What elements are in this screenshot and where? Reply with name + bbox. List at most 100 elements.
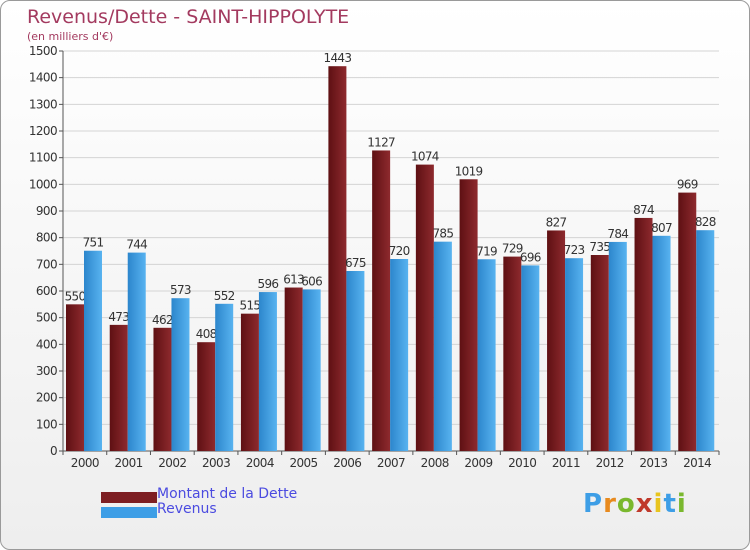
y-tick-label: 800 [36,231,57,245]
y-tick-label: 1400 [29,71,57,85]
bar-dette [153,327,172,451]
bar-dette [109,324,128,451]
bar-revenus [477,259,496,451]
x-tick-label: 2010 [508,456,536,470]
bar-value-label: 675 [345,256,366,270]
y-tick-label: 300 [36,364,57,378]
bar-revenus [565,258,584,451]
x-tick-label: 2009 [464,456,492,470]
x-tick-label: 2007 [377,456,405,470]
bar-revenus [608,241,627,451]
legend-label-dette: Montant de la Dette [157,486,298,502]
bar-value-label: 807 [651,221,672,235]
bar-revenus [171,298,190,451]
bar-dette [590,255,609,451]
bar-value-label: 1074 [411,150,439,164]
bar-dette [678,192,697,451]
y-tick-label: 0 [50,444,57,458]
bar-value-label: 473 [108,310,129,324]
x-tick-label: 2005 [289,456,317,470]
bar-dette [66,304,84,451]
bar-value-label: 784 [607,227,628,241]
bar-value-label: 606 [301,274,322,288]
proxiti-logo: Proxiti [583,489,687,519]
bar-revenus [215,303,234,451]
y-tick-label: 600 [36,284,57,298]
y-tick-label: 200 [36,391,57,405]
y-tick-label: 1500 [29,44,57,58]
bar-revenus [302,289,321,451]
bar-value-label: 696 [520,250,541,264]
bar-revenus [390,259,409,451]
bar-value-label: 744 [126,238,147,252]
x-tick-label: 2012 [596,456,624,470]
bar-dette [634,217,653,451]
logo-letter: t [663,489,677,519]
x-tick-label: 2008 [421,456,449,470]
bar-value-label: 874 [633,203,654,217]
bar-value-label: 751 [83,236,104,250]
x-tick-label: 2003 [202,456,230,470]
bar-revenus [652,235,671,451]
bar-value-label: 462 [152,313,173,327]
bar-value-label: 828 [695,215,716,229]
bar-dette [547,230,566,451]
bar-revenus [433,241,452,451]
logo-letter: i [653,489,664,519]
bar-value-label: 408 [196,327,217,341]
bar-dette [415,164,434,451]
bar-dette [328,66,347,451]
bar-revenus [84,250,102,451]
bar-dette [503,256,522,451]
bar-value-label: 550 [65,289,86,303]
bar-value-label: 1443 [324,51,352,65]
logo-letter: P [583,489,604,519]
bar-dette [240,313,259,451]
y-tick-label: 400 [36,337,57,351]
bar-value-label: 613 [283,273,304,287]
x-tick-label: 2006 [333,456,361,470]
bar-dette [459,179,478,451]
bar-value-label: 735 [589,240,610,254]
bar-dette [197,342,216,451]
x-tick-label: 2000 [71,456,99,470]
y-tick-label: 1300 [29,97,57,111]
logo-letter: i [676,489,687,519]
x-tick-label: 2014 [683,456,711,470]
bar-value-label: 1127 [367,135,395,149]
y-tick-label: 900 [36,204,57,218]
x-tick-label: 2001 [115,456,143,470]
chart-title: Revenus/Dette - SAINT-HIPPOLYTE [27,6,350,28]
y-tick-label: 1200 [29,124,57,138]
logo-letter: x [635,489,654,519]
legend-label-revenus: Revenus [157,501,217,517]
logo-letter: o [616,489,636,519]
bar-value-label: 720 [389,244,410,258]
bar-dette [372,150,391,451]
bar-revenus [521,265,540,451]
bar-value-label: 729 [502,242,523,256]
bar-value-label: 1019 [455,164,483,178]
bar-value-label: 515 [240,299,261,313]
bar-revenus [127,252,146,451]
bar-revenus [346,271,365,451]
x-tick-label: 2013 [639,456,667,470]
x-tick-label: 2002 [158,456,186,470]
chart-subtitle: (en milliers d'€) [27,30,114,43]
x-tick-label: 2011 [552,456,580,470]
bar-value-label: 552 [214,289,235,303]
y-tick-label: 100 [36,417,57,431]
legend-swatch-revenus [101,507,157,518]
bar-revenus [696,230,715,451]
legend-swatch-dette [101,492,157,503]
bar-revenus [258,292,277,451]
bar-value-label: 969 [677,178,698,192]
bar-value-label: 827 [546,215,567,229]
y-tick-label: 1000 [29,177,57,191]
bar-value-label: 596 [258,277,279,291]
bar-dette [284,287,303,451]
bar-value-label: 723 [564,243,585,257]
logo-letter: r [603,489,617,519]
